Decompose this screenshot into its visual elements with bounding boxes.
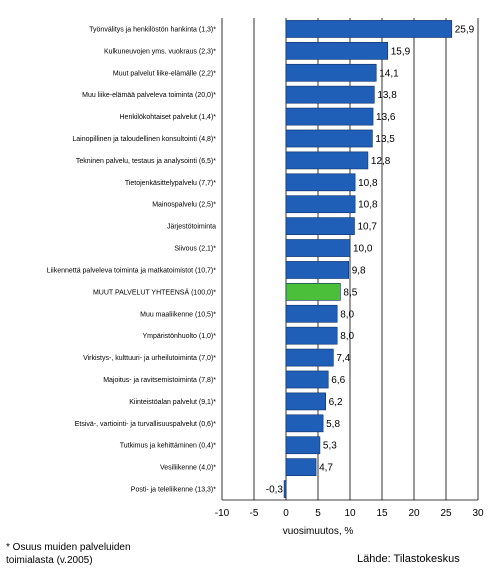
bar — [285, 107, 374, 126]
footnote: * Osuus muiden palveluiden toimialasta (… — [6, 542, 131, 566]
x-tick-label: 20 — [408, 508, 420, 519]
value-label: 13,8 — [377, 90, 397, 101]
value-label: 6,6 — [331, 375, 345, 386]
category-label: Työnvälitys ja henkilöstön hankinta (1,3… — [89, 26, 216, 33]
value-label: 14,1 — [379, 68, 399, 79]
bar — [285, 370, 329, 389]
x-tick-label: 10 — [344, 508, 356, 519]
source-label: Lähde: Tilastokeskus — [357, 553, 460, 565]
category-label: Majoitus- ja ravitsemistoiminta (7,8)* — [103, 377, 216, 384]
category-label: Muu maaliikenne (10,5)* — [140, 311, 216, 318]
category-label: Siivous (2,1)* — [174, 246, 216, 253]
category-label: Tutkimus ja kehittäminen (0,4)* — [120, 443, 216, 450]
value-label: 13,5 — [375, 134, 395, 145]
bar — [285, 326, 338, 345]
value-label: 10,7 — [357, 222, 377, 233]
bar — [285, 458, 317, 476]
x-axis-ticks: -10 -5 0 5 10 15 20 25 30 — [215, 508, 484, 519]
bar — [285, 414, 324, 433]
x-tick-label: 0 — [283, 508, 289, 519]
bar — [285, 42, 389, 60]
value-label: 4,7 — [319, 463, 333, 474]
category-label: Posti- ja teleliikenne (13,3)* — [131, 487, 216, 494]
category-label: Ympäristönhuolto (1,0)* — [142, 333, 216, 340]
category-label: Järjestötoiminta — [167, 224, 216, 231]
bar — [285, 151, 369, 170]
category-label: Kiinteistöalan palvelut (9,1)* — [129, 399, 216, 406]
value-label: 15,9 — [391, 46, 411, 57]
value-label: 10,8 — [358, 200, 378, 211]
bar — [285, 173, 356, 192]
bar — [285, 436, 321, 455]
value-label: 7,4 — [336, 353, 350, 364]
bar — [285, 304, 338, 323]
category-label: Liikennettä palveleva toiminta ja matkat… — [47, 267, 217, 274]
category-label: Tekninen palvelu, testaus ja analysointi… — [76, 158, 216, 165]
bar — [285, 392, 326, 411]
value-label: 8,0 — [340, 309, 354, 320]
category-label: Lainopillinen ja taloudellinen konsultoi… — [72, 136, 216, 143]
x-tick-label: -10 — [215, 508, 230, 519]
value-label: 5,3 — [323, 441, 337, 452]
bars — [283, 20, 453, 498]
value-label: 10,0 — [353, 244, 373, 255]
category-label: MUUT PALVELUT YHTEENSÄ (100,0)* — [93, 288, 216, 296]
x-tick-label: 30 — [472, 508, 484, 519]
x-tick-label: 5 — [315, 508, 321, 519]
category-label: Tietojenkäsittelypalvelu (7,7)* — [125, 180, 216, 187]
value-label: 13,6 — [376, 112, 396, 123]
bar — [285, 261, 350, 279]
category-label: Henkilökohtaiset palvelut (1,4)* — [120, 114, 217, 121]
bar — [285, 348, 334, 367]
bar — [285, 129, 373, 148]
value-label: 6,2 — [329, 397, 343, 408]
bar — [283, 480, 287, 498]
category-labels: Työnvälitys ja henkilöstön hankinta (1,3… — [47, 26, 217, 493]
category-label: Muu liike-elämää palveleva toiminta (20,… — [82, 92, 216, 99]
value-labels: 25,9 15,9 14,1 13,8 13,6 13,5 12,8 10,8 10,8 10,7… — [266, 24, 475, 495]
category-label: Etsivä-, vartiointi- ja turvallisuuspalv… — [75, 421, 216, 428]
x-tick-label: 25 — [440, 508, 452, 519]
bar — [285, 239, 351, 257]
category-label: Mainospalvelu (2,5)* — [152, 202, 216, 209]
category-label: Muut palvelut liike-elämälle (2,2)* — [113, 70, 216, 77]
bar — [285, 195, 356, 214]
value-label: -0,3 — [266, 485, 284, 496]
x-tick-label: -5 — [250, 508, 259, 519]
value-label: 12,8 — [371, 156, 391, 167]
bar — [285, 283, 341, 301]
category-label: Kulkuneuvojen yms. vuokraus (2,3)* — [104, 48, 216, 55]
bar — [285, 63, 377, 82]
bar — [285, 85, 375, 104]
x-tick-label: 15 — [376, 508, 388, 519]
value-label: 9,8 — [352, 265, 366, 276]
category-label: Vesiliikenne (4,0)* — [160, 465, 216, 472]
value-label: 10,8 — [358, 178, 378, 189]
value-label: 5,8 — [326, 419, 340, 430]
x-axis-title: vuosimuutos, % — [283, 526, 354, 537]
value-label: 8,0 — [340, 331, 354, 342]
category-label: Virkistys-, kulttuuri- ja urheilutoimint… — [83, 355, 216, 362]
bar — [285, 217, 355, 235]
bar — [285, 20, 453, 38]
value-label: 8,5 — [343, 287, 357, 298]
value-label: 25,9 — [455, 24, 475, 35]
